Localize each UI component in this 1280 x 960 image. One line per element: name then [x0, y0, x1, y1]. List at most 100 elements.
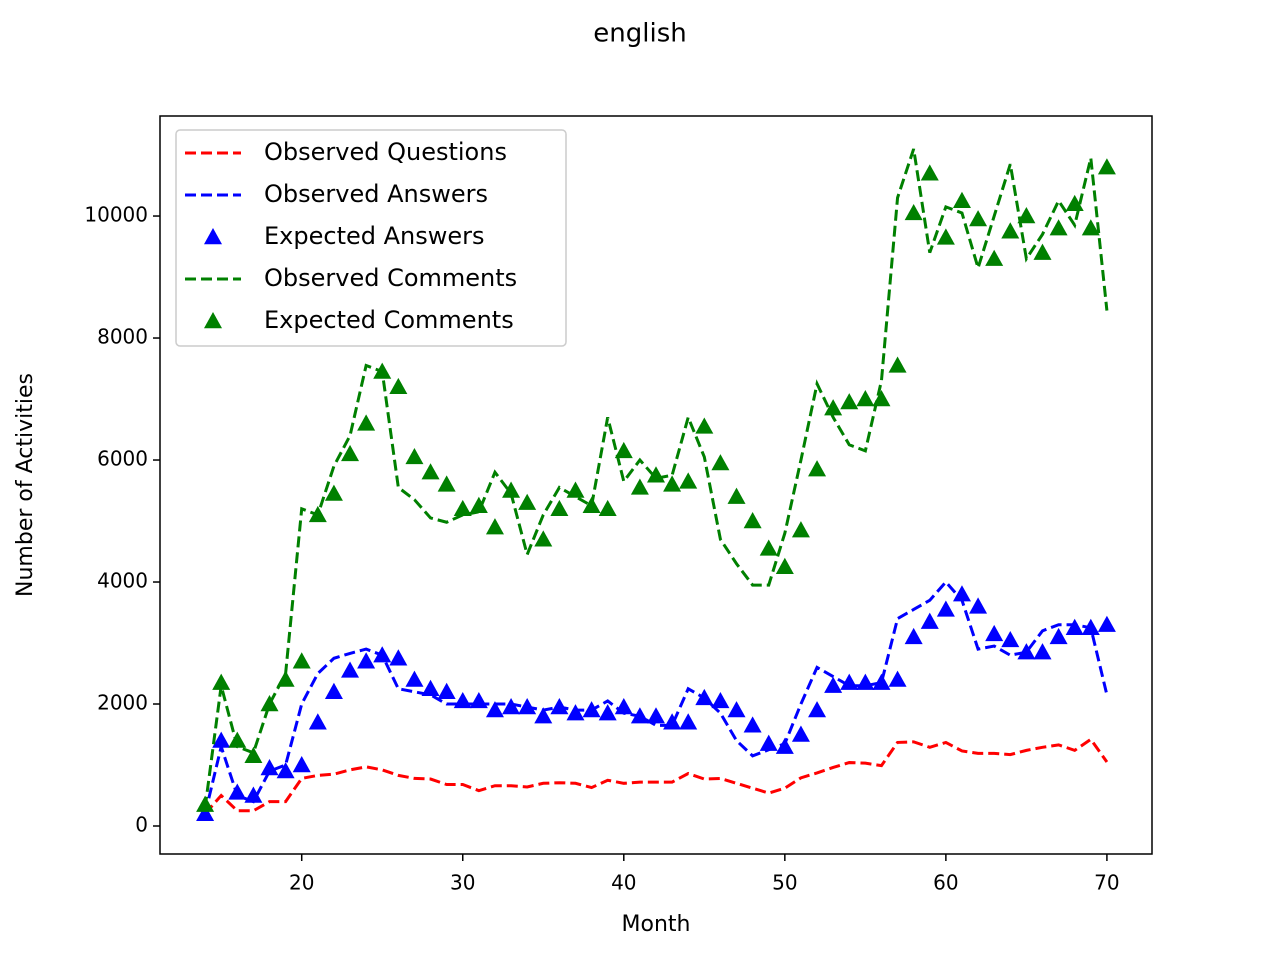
marker [260, 695, 279, 712]
x-tick-label: 60 [933, 871, 958, 895]
marker [872, 673, 891, 690]
legend-label: Expected Answers [264, 222, 485, 250]
x-tick-label: 20 [289, 871, 314, 895]
marker [469, 691, 488, 709]
marker [727, 701, 746, 718]
marker [985, 624, 1004, 642]
y-tick-label: 2000 [97, 691, 148, 715]
marker [824, 399, 843, 416]
marker [791, 725, 810, 742]
marker [502, 481, 521, 498]
legend-marker [204, 228, 222, 245]
marker [743, 716, 762, 733]
marker [743, 512, 762, 529]
marker [888, 670, 907, 687]
marker [872, 390, 891, 407]
x-tick-label: 40 [611, 871, 636, 895]
legend-label: Observed Answers [264, 180, 488, 208]
marker [1033, 643, 1052, 660]
marker [630, 478, 649, 495]
marker [647, 466, 665, 483]
marker [566, 704, 585, 721]
marker [936, 228, 955, 245]
marker [614, 698, 633, 715]
marker [647, 707, 665, 724]
marker [1049, 219, 1068, 236]
marker [228, 783, 247, 800]
marker [679, 713, 698, 730]
plot-area [196, 148, 1116, 822]
marker [630, 707, 649, 724]
marker [888, 356, 907, 373]
marker [1033, 243, 1052, 260]
marker [292, 756, 311, 773]
marker [1097, 615, 1116, 632]
marker [1081, 618, 1100, 635]
y-tick-label: 6000 [97, 447, 148, 471]
marker [437, 475, 456, 492]
marker [534, 530, 553, 547]
marker [808, 460, 827, 477]
marker [582, 701, 601, 718]
x-tick-label: 30 [450, 871, 475, 895]
legend-label: Observed Questions [264, 138, 507, 166]
x-tick-label: 70 [1094, 871, 1119, 895]
marker [791, 521, 810, 538]
y-axis-label: Number of Activities [13, 373, 38, 597]
legend-marker [204, 312, 222, 329]
marker [663, 713, 682, 730]
marker [341, 661, 360, 678]
marker [969, 597, 988, 614]
marker [695, 688, 714, 706]
marker [502, 698, 521, 715]
marker [324, 484, 343, 501]
marker [276, 670, 295, 687]
marker [695, 417, 714, 434]
marker [373, 362, 392, 379]
marker [469, 496, 488, 513]
marker [357, 414, 376, 431]
marker [1081, 219, 1100, 236]
marker [341, 444, 360, 462]
marker [292, 652, 311, 669]
marker [920, 612, 939, 629]
y-tick-label: 8000 [97, 325, 148, 349]
legend: Observed Questions Observed Answers Expect… [175, 129, 567, 347]
marker [711, 691, 730, 709]
marker [453, 499, 472, 517]
marker [711, 454, 730, 471]
marker [373, 646, 392, 663]
marker [759, 734, 778, 751]
marker [1065, 618, 1084, 635]
marker [840, 673, 859, 690]
marker [260, 759, 279, 776]
marker [308, 505, 327, 523]
marker [389, 649, 408, 666]
marker [840, 393, 859, 410]
marker [663, 475, 682, 492]
marker [421, 463, 440, 480]
marker [1001, 630, 1020, 648]
marker [1017, 643, 1036, 660]
marker [453, 691, 472, 709]
marker [952, 191, 971, 208]
x-tick-label: 50 [772, 871, 797, 895]
marker [985, 249, 1004, 266]
marker [389, 377, 408, 395]
marker [824, 676, 843, 693]
marker [518, 698, 537, 715]
marker [920, 164, 939, 181]
legend-box [175, 129, 567, 347]
marker [904, 627, 923, 645]
legend-label: Observed Comments [264, 264, 517, 292]
marker [936, 600, 955, 617]
marker [969, 210, 988, 227]
legend-label: Expected Comments [264, 306, 514, 334]
marker [598, 704, 617, 721]
marker [679, 472, 698, 489]
marker [1001, 222, 1020, 239]
marker [357, 652, 376, 669]
y-tick-label: 4000 [97, 569, 148, 593]
marker [598, 499, 617, 517]
marker [308, 713, 327, 730]
